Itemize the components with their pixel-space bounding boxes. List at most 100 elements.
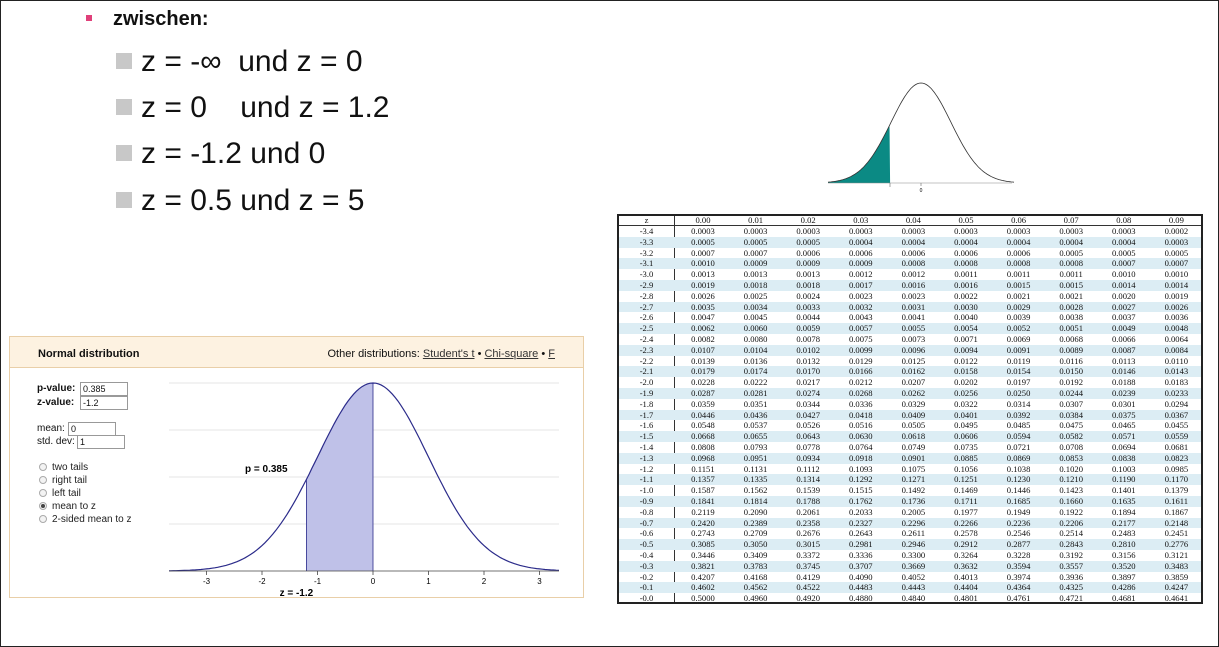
z-table-divider xyxy=(674,216,675,602)
distribution-plot: -3 -2 -1 0 1 2 3 p = 0.385 z = -1.2 xyxy=(169,382,559,597)
std-dev-input[interactable]: 1 xyxy=(77,435,125,449)
radio-icon[interactable] xyxy=(39,476,47,484)
z-table-cell: 0.5000 xyxy=(691,593,715,604)
z-table-cell: 0.0059 xyxy=(796,323,820,334)
z-table-cell: 0.0102 xyxy=(796,344,820,355)
z-table-row-label: -3.2 xyxy=(639,247,654,258)
x-axis-ticks: -3 -2 -1 0 1 2 3 xyxy=(203,571,542,586)
z-table-cell: 0.1131 xyxy=(743,463,768,474)
z-table-cell: 0.2119 xyxy=(691,506,715,517)
z-table-cell: 0.1469 xyxy=(954,485,978,496)
z-table-cell: 0.0007 xyxy=(1164,258,1189,269)
z-table-cell: 0.0041 xyxy=(901,312,926,323)
z-table-cell: 0.0808 xyxy=(691,442,715,452)
z-value-input[interactable]: -1.2 xyxy=(80,396,128,410)
table-row: -3.3 0.0005 0.0005 0.0005 0.0004 0.0004 0.0004… xyxy=(619,236,1201,248)
z-table-cell: 0.0013 xyxy=(796,269,820,280)
z-table-cell: 0.3085 xyxy=(691,539,715,550)
z-table-row-label: -3.1 xyxy=(639,258,654,269)
z-table-cell: 0.0004 xyxy=(848,236,873,247)
z-table-cell: 0.0003 xyxy=(848,226,873,236)
z-table-cell: 0.0495 xyxy=(954,420,978,431)
z-table-cell: 0.2810 xyxy=(1111,539,1136,550)
z-table-cell: 0.0668 xyxy=(691,431,715,442)
z-table-cell: 0.0934 xyxy=(796,452,820,463)
z-table-cell: 0.0030 xyxy=(954,301,978,312)
z-table-cell: 0.0010 xyxy=(691,258,715,269)
option-right-tail[interactable]: right tail xyxy=(39,475,87,486)
z-table-cell: 0.4207 xyxy=(691,571,715,582)
z-table-cell: 0.4960 xyxy=(743,593,768,604)
z-table-row-label: -0.9 xyxy=(639,496,654,506)
z-table-row-label: -1.5 xyxy=(639,431,654,442)
z-table-cell: 0.0250 xyxy=(1006,388,1031,398)
z-table-cell: 0.0571 xyxy=(1111,431,1136,442)
z-table-row-label: -0.0 xyxy=(639,593,654,604)
z-table-row-label: -1.0 xyxy=(639,485,654,496)
other-distributions: Other distributions: Student's t • Chi-s… xyxy=(327,348,556,360)
mean-input[interactable]: 0 xyxy=(68,422,116,436)
option-two-tails[interactable]: two tails xyxy=(39,462,88,473)
z-table-cell: 0.2061 xyxy=(796,506,820,517)
z-table-cell: 0.2676 xyxy=(796,528,820,539)
z-table-cell: 0.0006 xyxy=(954,247,978,258)
z-table-cell: 0.0885 xyxy=(954,452,978,463)
z-table-cell: 0.0011 xyxy=(1006,269,1031,280)
radio-icon[interactable] xyxy=(39,463,47,471)
z-table-row-label: -3.3 xyxy=(639,236,654,247)
z-table-cell: 0.0026 xyxy=(691,290,715,301)
radio-icon[interactable] xyxy=(39,489,47,497)
p-value-input[interactable]: 0.385 xyxy=(80,382,128,396)
z-table-cell: 0.4129 xyxy=(796,571,820,582)
z-table-cell: 0.2514 xyxy=(1059,528,1083,539)
z-table-cell: 0.2643 xyxy=(848,528,873,539)
z-table-cell: 0.0055 xyxy=(901,323,926,334)
link-chi-square[interactable]: Chi-square xyxy=(484,348,539,360)
link-students-t[interactable]: Student's t xyxy=(422,348,475,360)
table-row: -0.7 0.2420 0.2389 0.2358 0.2327 0.2296 0.2266… xyxy=(619,517,1201,529)
z-table-row-label: -2.1 xyxy=(639,366,654,377)
radio-selected-icon[interactable] xyxy=(39,502,47,510)
z-table-cell: 0.0158 xyxy=(954,366,978,377)
z-table-cell: 0.2148 xyxy=(1164,517,1189,528)
z-table-cell: 0.0516 xyxy=(848,420,873,431)
z-table-cell: 0.0119 xyxy=(1006,355,1031,366)
x-tick-label: 3 xyxy=(537,577,542,586)
z-axis-label: z = -1.2 xyxy=(280,588,314,597)
z-table-cell: 0.0071 xyxy=(954,334,978,344)
z-table-cell: 0.0011 xyxy=(1059,269,1083,280)
z-table-cell: 0.0594 xyxy=(1006,431,1031,442)
table-row: -1.5 0.0668 0.0655 0.0643 0.0630 0.0618 0.0606… xyxy=(619,431,1201,442)
bell-curve-line xyxy=(827,82,1015,183)
z-table-cell: 0.0708 xyxy=(1059,442,1083,452)
z-table-cell: 0.0013 xyxy=(691,269,715,280)
option-2-sided-mean-to-z[interactable]: 2-sided mean to z xyxy=(39,514,132,525)
z-table-row-label: -1.8 xyxy=(639,398,654,409)
z-table-cell: 0.0329 xyxy=(901,398,926,409)
table-row: -0.1 0.4602 0.4562 0.4522 0.4483 0.4443 0.4404… xyxy=(619,582,1201,594)
z-table-cell: 0.0036 xyxy=(1164,312,1189,323)
z-table-cell: 0.0228 xyxy=(691,377,715,388)
z-table-cell: 0.3300 xyxy=(901,550,926,560)
bullet-heading: zwischen: xyxy=(86,8,209,31)
z-table-cell: 0.1635 xyxy=(1111,496,1136,506)
table-row: -3.4 0.0003 0.0003 0.0003 0.0003 0.0003 0.0003… xyxy=(619,226,1201,237)
radio-icon[interactable] xyxy=(39,515,47,523)
option-left-tail[interactable]: left tail xyxy=(39,488,81,499)
z-table-row-label: -0.1 xyxy=(639,582,654,593)
link-f[interactable]: F xyxy=(548,348,555,360)
z-table-cell: 0.0681 xyxy=(1164,442,1189,452)
z-table-cell: 0.1841 xyxy=(691,496,715,506)
z-table-cell: 0.1788 xyxy=(796,496,820,506)
other-distributions-label: Other distributions: xyxy=(327,348,423,360)
z-table-cell: 0.0359 xyxy=(691,398,715,409)
z-table-cell: 0.0005 xyxy=(1164,247,1189,258)
z-table-cell: 0.0014 xyxy=(1111,280,1136,290)
z-table-column-header: 0.07 xyxy=(1063,215,1079,225)
z-table-cell: 0.0004 xyxy=(1111,236,1136,247)
z-table-cell: 0.0129 xyxy=(848,355,873,366)
z-table-cell: 0.1446 xyxy=(1006,485,1031,496)
x-tick-label: -1 xyxy=(314,577,322,586)
option-mean-to-z[interactable]: mean to z xyxy=(39,501,96,512)
z-table-cell: 0.0985 xyxy=(1164,463,1189,474)
